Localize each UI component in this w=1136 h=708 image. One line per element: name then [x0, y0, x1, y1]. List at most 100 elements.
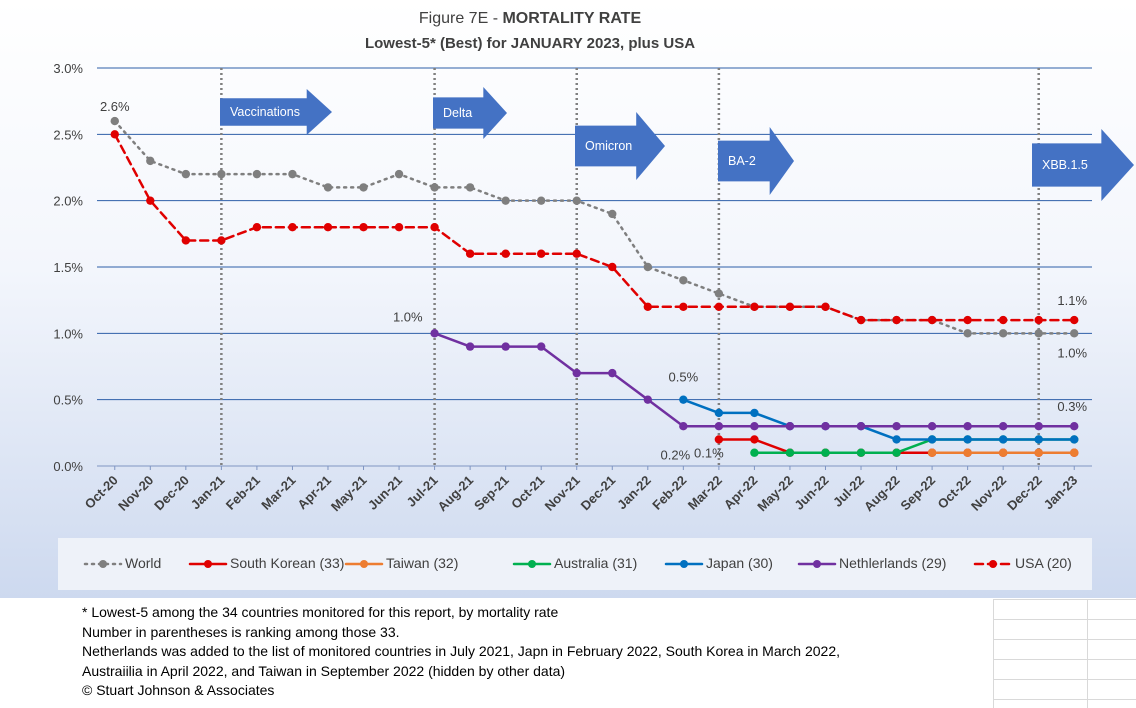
data-point [1034, 315, 1043, 325]
x-tick-label: May-22 [754, 473, 796, 515]
x-tick-label: Feb-21 [223, 473, 263, 513]
data-point [501, 342, 510, 351]
data-point [536, 196, 546, 205]
data-point [359, 183, 368, 192]
data-point [430, 183, 439, 192]
legend-swatch-marker [204, 560, 212, 568]
y-tick-label: 0.0% [53, 459, 83, 474]
data-point [998, 315, 1008, 325]
variant-label: BA-2 [728, 154, 756, 168]
spreadsheet-gridlines [993, 599, 1136, 708]
x-tick-label: Jun-22 [791, 473, 831, 513]
data-point [679, 395, 688, 404]
data-point [1070, 329, 1079, 338]
data-point [288, 223, 297, 232]
data-point [323, 223, 333, 232]
data-label: 0.2% [661, 447, 691, 462]
data-point [110, 116, 119, 126]
data-point [465, 249, 475, 258]
y-tick-label: 2.5% [53, 127, 83, 142]
data-point [1034, 422, 1043, 431]
data-point [394, 223, 404, 232]
legend-swatch-marker [99, 560, 107, 568]
variant-label: XBB.1.5 [1042, 158, 1088, 172]
legend-swatch-marker [360, 560, 368, 568]
x-tick-label: Dec-20 [151, 473, 192, 514]
legend-label: Japan (30) [706, 555, 773, 571]
data-point [501, 196, 510, 205]
legend-label: Australia (31) [554, 555, 638, 571]
legend-label: Taiwan (32) [386, 555, 459, 571]
data-point [181, 236, 191, 245]
x-tick-label: Mar-21 [258, 473, 298, 513]
data-label: 1.0% [393, 309, 423, 324]
x-tick-label: Dec-21 [578, 473, 619, 514]
data-point [181, 169, 191, 179]
data-point [927, 448, 937, 457]
x-tick-label: Sep-22 [897, 473, 938, 514]
data-label: 0.5% [669, 370, 699, 385]
footnote-copyright: © Stuart Johnson & Associates [82, 682, 275, 698]
x-tick-label: Mar-22 [685, 473, 725, 513]
data-point [927, 315, 937, 325]
data-point [821, 302, 830, 311]
x-tick-label: May-21 [328, 473, 370, 515]
y-tick-label: 1.0% [53, 326, 83, 341]
data-point [750, 422, 759, 431]
footnote-line: Austraiilia in April 2022, and Taiwan in… [82, 662, 566, 679]
x-tick-label: Dec-22 [1004, 473, 1045, 514]
data-point [252, 223, 262, 232]
x-tick-label: Oct-21 [508, 473, 547, 512]
legend-swatch [797, 560, 837, 568]
data-point [714, 289, 724, 298]
x-tick-label: Apr-22 [721, 473, 761, 513]
y-tick-label: 2.0% [53, 194, 83, 209]
data-point [750, 302, 759, 311]
data-point [1070, 422, 1079, 431]
x-tick-label: Oct-20 [82, 473, 121, 512]
data-point [714, 435, 724, 444]
data-point [750, 435, 759, 444]
chart-plot: 0.0% 0.5% 1.0% 1.5% 2.0% 2.5% 3.0% Oct-20Nov-20… [53, 61, 1134, 515]
data-point [430, 329, 439, 338]
data-label: 1.1% [1057, 293, 1087, 308]
data-point [927, 435, 937, 444]
data-point [679, 276, 688, 285]
data-point [394, 169, 404, 179]
y-tick-label: 3.0% [53, 61, 83, 76]
data-point [892, 448, 901, 457]
data-point [998, 422, 1008, 431]
chart-area: 0.0% 0.5% 1.0% 1.5% 2.0% 2.5% 3.0% Oct-20 Nov-20… [0, 0, 1136, 598]
data-point [643, 302, 653, 311]
legend-swatch-marker [528, 560, 536, 568]
data-point [785, 448, 795, 457]
data-point [679, 302, 688, 311]
data-point [608, 368, 617, 378]
data-point [714, 408, 724, 418]
variant-arrow [575, 112, 665, 180]
data-point [963, 448, 972, 457]
legend-swatch-marker [680, 560, 688, 568]
data-point [1070, 448, 1079, 457]
data-point [856, 315, 866, 325]
variant-label: Vaccinations [230, 105, 300, 119]
legend-label: South Korean (33) [230, 555, 345, 571]
data-point [146, 196, 155, 205]
data-point [963, 315, 972, 325]
chart-subtitle: Lowest-5* (Best) for JANUARY 2023, plus … [364, 35, 696, 52]
x-tick-label: Oct-22 [935, 473, 974, 512]
data-point [1034, 329, 1043, 338]
data-label: 0.3% [1057, 399, 1087, 414]
data-point [323, 183, 333, 192]
data-point [963, 435, 972, 444]
x-tick-label: Jan-22 [614, 473, 654, 513]
data-point [821, 422, 830, 431]
data-point [856, 448, 866, 457]
data-point [714, 422, 724, 431]
variant-label: Omicron [585, 139, 632, 153]
data-point [750, 408, 759, 418]
y-tick-label: 0.5% [53, 393, 83, 408]
x-tick-label: Aug-22 [861, 473, 903, 515]
data-point [536, 249, 546, 258]
data-point [572, 196, 581, 205]
